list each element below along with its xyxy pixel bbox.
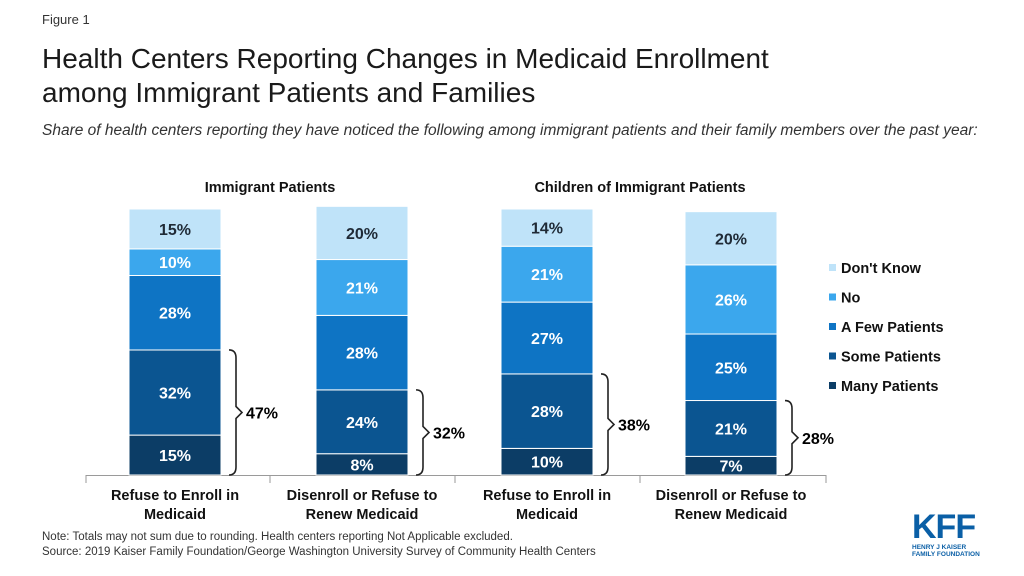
note-text: Note: Totals may not sum due to rounding… <box>42 531 513 543</box>
bar-segment <box>315 314 409 391</box>
logo-line-1: HENRY J KAISER <box>912 544 967 551</box>
category-label-line-1: Disenroll or Refuse to <box>656 488 807 504</box>
data-label: 20% <box>346 226 378 243</box>
legend-swatch <box>829 293 836 301</box>
legend-swatch <box>829 264 836 271</box>
legend-swatch <box>829 382 836 389</box>
footnote: Note: Totals may not sum due to rounding… <box>42 530 596 560</box>
bar-segment <box>128 275 222 351</box>
bracket-label: 32% <box>433 425 465 442</box>
data-label: 14% <box>531 221 563 238</box>
data-label: 7% <box>719 459 742 476</box>
legend-label: Some Patients <box>841 350 941 366</box>
category-label-line-1: Refuse to Enroll in <box>483 488 611 504</box>
bracket <box>228 349 244 476</box>
category-label-line-1: Disenroll or Refuse to <box>287 488 438 504</box>
bracket <box>415 389 431 476</box>
bar-segment <box>128 349 222 436</box>
data-label: 28% <box>159 306 191 323</box>
bracket-label: 28% <box>802 431 834 448</box>
data-label: 28% <box>531 404 563 421</box>
bar-segment <box>315 205 409 261</box>
data-label: 21% <box>715 421 747 438</box>
legend-label: No <box>841 291 860 307</box>
bar-segment <box>128 434 222 476</box>
bar-segment <box>500 301 594 375</box>
category-label-line-1: Refuse to Enroll in <box>111 488 239 504</box>
title-line-1: Health Centers Reporting Changes in Medi… <box>42 43 769 74</box>
bar-segment <box>500 245 594 303</box>
legend-label: A Few Patients <box>841 320 944 336</box>
data-label: 27% <box>531 331 563 348</box>
bracket-label: 47% <box>246 405 278 422</box>
kff-logo: KFF HENRY J KAISER FAMILY FOUNDATION <box>912 510 988 560</box>
bracket <box>600 373 616 476</box>
bar-segment <box>315 259 409 316</box>
data-label: 8% <box>350 457 373 474</box>
bracket <box>784 399 800 476</box>
category-label-line-2: Medicaid <box>516 507 578 523</box>
category-label-line-2: Medicaid <box>144 507 206 523</box>
data-label: 28% <box>346 346 378 363</box>
logo-line-2: FAMILY FOUNDATION <box>912 551 980 558</box>
data-label: 21% <box>531 267 563 284</box>
data-label: 15% <box>159 222 191 239</box>
legend-label: Many Patients <box>841 379 939 395</box>
data-label: 26% <box>715 292 747 309</box>
data-label: 10% <box>531 455 563 472</box>
bar-segment <box>128 208 222 250</box>
category-label-line-2: Renew Medicaid <box>306 507 419 523</box>
category-label-line-2: Renew Medicaid <box>675 507 788 523</box>
bar-segment <box>500 208 594 247</box>
data-label: 10% <box>159 255 191 272</box>
legend-swatch <box>829 352 836 360</box>
bar-segment <box>684 211 778 266</box>
group-header: Immigrant Patients <box>205 180 336 196</box>
bar-segment <box>500 447 594 476</box>
data-label: 15% <box>159 448 191 465</box>
data-label: 24% <box>346 415 378 432</box>
legend-swatch <box>829 323 836 330</box>
bracket-label: 38% <box>618 417 650 434</box>
figure-label: Figure 1 <box>42 12 90 27</box>
chart-title: Health Centers Reporting Changes in Medi… <box>42 42 942 110</box>
bar-segment <box>684 333 778 402</box>
title-line-2: among Immigrant Patients and Families <box>42 77 536 108</box>
group-header: Children of Immigrant Patients <box>534 180 745 196</box>
data-label: 21% <box>346 280 378 297</box>
legend-label: Don't Know <box>841 261 922 277</box>
bar-segment <box>128 248 222 276</box>
data-label: 25% <box>715 360 747 377</box>
data-label: 32% <box>159 386 191 403</box>
source-text: Source: 2019 Kaiser Family Foundation/Ge… <box>42 546 596 558</box>
bar-segment <box>684 400 778 457</box>
bar-segment <box>684 264 778 335</box>
chart-subtitle: Share of health centers reporting they h… <box>42 122 978 139</box>
bar-segment <box>500 373 594 449</box>
logo-mark: KFF <box>912 508 976 546</box>
data-label: 20% <box>715 231 747 248</box>
bar-segment <box>315 389 409 455</box>
